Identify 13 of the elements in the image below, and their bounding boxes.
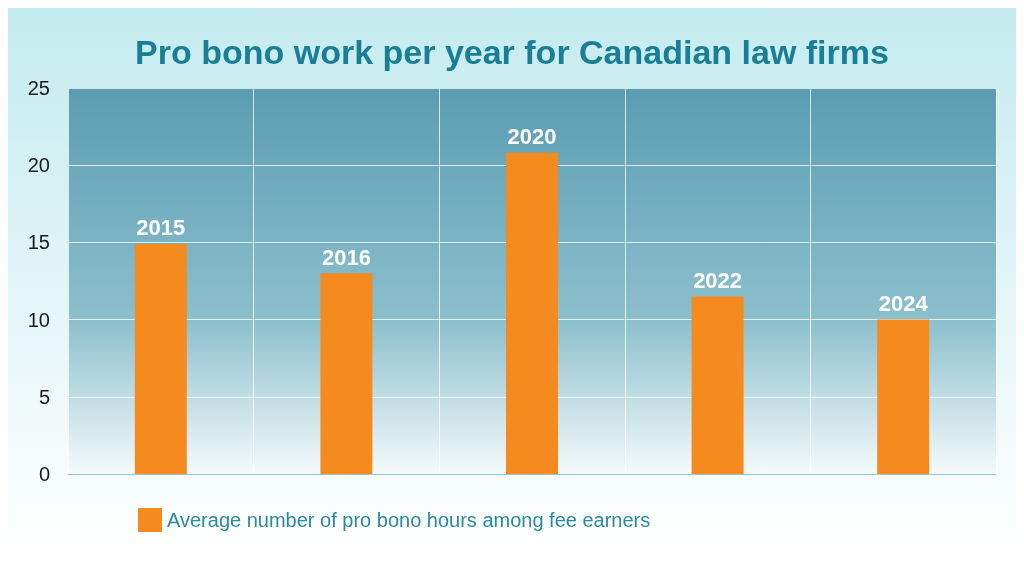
y-tick-label: 15 xyxy=(27,231,50,254)
chart-title: Pro bono work per year for Canadian law firms xyxy=(135,33,889,71)
x-tick-label: 2020 xyxy=(507,124,557,150)
legend-label: Average number of pro bono hours among fee earners xyxy=(167,509,651,531)
y-tick-label: 5 xyxy=(38,385,50,408)
x-tick-label: 2022 xyxy=(693,267,743,293)
x-tick-label: 2024 xyxy=(878,291,929,317)
y-tick-label: 20 xyxy=(27,154,50,177)
y-tick-label: 0 xyxy=(38,463,50,485)
y-tick-label: 25 xyxy=(27,77,50,99)
x-tick-label: 2016 xyxy=(321,244,371,270)
x-tick-label: 2015 xyxy=(136,215,186,241)
y-tick-label: 10 xyxy=(27,308,50,331)
